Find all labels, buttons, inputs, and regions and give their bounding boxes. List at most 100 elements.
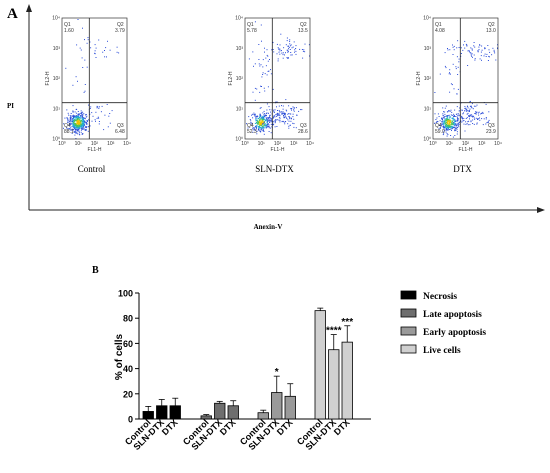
panel-a-y-label: PI [7,102,14,110]
y-tick-label: 0 [128,415,133,425]
scatter-points [246,21,310,135]
q1-value: 1.60 [64,28,74,34]
y-tick-label: 10⁴ [235,16,243,22]
category-label: DTX [275,417,295,437]
x-tick-label: 10³ [290,141,298,147]
plot-caption: Control [78,164,106,174]
y-tick-label: 80 [123,314,133,324]
panel-a-x-label: Anexin-V [254,223,283,231]
y-tick-label: 10⁰ [423,137,431,143]
x-channel-label: FL1-H [459,147,473,153]
flow-cytometry-plots: Q11.60Q23.79Q488.1Q36.4810⁰10⁰10¹10¹10²1… [45,16,502,175]
y-tick-label: 10³ [236,46,244,52]
q1-value: 4.08 [435,28,445,34]
significance-label: *** [341,317,353,328]
x-tick-label: 10¹ [446,141,454,147]
q2-value: 13.5 [298,28,308,34]
x-tick-label: 10² [462,141,470,147]
x-tick-label: 10² [91,141,99,147]
q2-value: 13.0 [486,28,496,34]
panel-b-label: B [92,265,99,276]
x-tick-label: 10⁰ [58,141,66,147]
y-tick-label: 10³ [424,46,432,52]
panel-a-x-arrow [537,207,545,213]
legend-label: Live cells [423,346,461,356]
panel-a-label: A [7,6,18,22]
y-tick-label: 10¹ [53,106,61,112]
q3-value: 23.9 [486,129,496,135]
q2-label: Q2 [300,22,307,28]
legend-label: Necrosis [423,292,457,302]
panel-a-y-arrow [26,4,32,12]
plot-caption: DTX [453,164,472,174]
q3-value: 28.6 [298,129,308,135]
bar [214,402,226,420]
y-tick-label: 100 [118,289,133,299]
x-tick-label: 10⁴ [306,141,314,147]
q1-label: Q1 [247,22,254,28]
q4-value: 59.0 [435,129,445,135]
scatter-points [63,19,120,139]
legend-swatch [400,344,417,354]
q1-value: 5.78 [247,28,257,34]
category-label: DTX [160,417,180,437]
y-tick-label: 10² [53,76,61,82]
x-tick-label: 10⁴ [494,141,502,147]
scatter-points [434,40,498,138]
q4-value: 88.1 [64,129,74,135]
plot-frame [432,17,499,140]
q4-label: Q4 [435,123,442,129]
chart-legend: Necrosis Late apoptosis Early apoptosis Liv… [400,290,486,356]
legend-swatch [400,326,417,336]
y-tick-label: 10⁴ [423,16,431,22]
q4-label: Q4 [247,123,254,129]
q2-value: 3.79 [115,28,125,34]
y-tick-label: 10¹ [424,106,432,112]
y-tick-label: 10⁴ [52,16,60,22]
x-tick-label: 10⁴ [123,141,131,147]
x-tick-label: 10¹ [258,141,266,147]
y-channel-label: FL2-H [416,71,422,85]
plot-caption: SLN-DTX [255,164,294,174]
x-tick-label: 10³ [478,141,486,147]
x-tick-label: 10³ [107,141,115,147]
y-tick-label: 10¹ [236,106,244,112]
plot-frame [61,17,128,140]
y-tick-label: 10² [236,76,244,82]
x-channel-label: FL1-H [271,147,285,153]
x-tick-label: 10⁰ [429,141,437,147]
y-tick-label: 10⁰ [235,137,243,143]
category-label: DTX [218,417,238,437]
bar [341,341,353,420]
significance-label: **** [326,326,342,337]
x-channel-label: FL1-H [88,147,102,153]
y-tick-label: 10³ [53,46,61,52]
y-tick-label: 40 [123,364,133,374]
significance-label: * [275,367,279,378]
legend-label: Late apoptosis [423,310,482,320]
bar [314,310,326,420]
q1-label: Q1 [435,22,442,28]
plot-frame [244,17,311,140]
x-tick-label: 10¹ [75,141,83,147]
y-channel-label: FL2-H [45,71,51,85]
legend-swatch [400,308,417,318]
bar [284,395,296,420]
x-tick-label: 10² [274,141,282,147]
x-tick-label: 10⁰ [241,141,249,147]
q3-value: 6.48 [115,129,125,135]
y-tick-label: 60 [123,339,133,349]
q2-label: Q2 [488,22,495,28]
q3-label: Q3 [117,123,124,129]
bar [328,349,340,420]
bar [271,392,283,420]
y-tick-label: 10⁰ [52,137,60,143]
q2-label: Q2 [117,22,124,28]
legend-label: Early apoptosis [423,328,486,338]
legend-swatch [400,290,417,300]
